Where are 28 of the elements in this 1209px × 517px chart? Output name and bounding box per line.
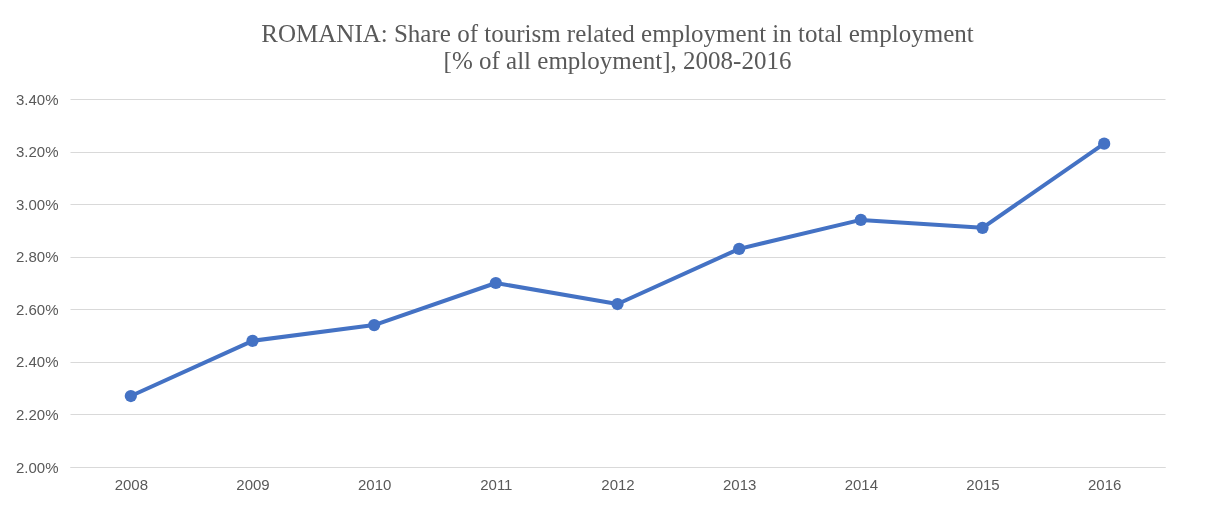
y-tick-label: 3.00% [15,195,59,213]
text: [% of all employment], 2008-2016 [443,47,792,74]
y-tick-label: 2.00% [15,458,59,476]
point [246,334,259,347]
x-tick-label: 2015 [966,475,1000,493]
y-tick-label: 3.20% [15,143,59,161]
point [733,242,746,255]
point [611,297,624,311]
y-tick-label: 2.20% [15,405,59,423]
point [489,276,502,290]
x-tick-label: 2012 [601,475,635,493]
point [124,389,137,403]
x-tick-label: 2011 [480,475,513,493]
y-tick-label: 2.60% [15,300,59,318]
x-tick-label: 2013 [722,475,757,493]
point [1098,137,1111,150]
x-tick-label: 2014 [844,475,879,493]
y-tick-label: 3.40% [15,90,59,108]
point [854,213,867,227]
y-tick-label: 2.80% [15,248,59,266]
x-tick-label: 2016 [1087,475,1122,493]
point [976,221,989,234]
y-tick-label: 2.40% [15,353,59,371]
text: ROMANIA: Share of tourism related employment in total employment [261,20,974,47]
x-tick-label: 2009 [236,475,270,493]
x-tick-label: 2008 [114,475,149,493]
point [368,318,381,332]
x-tick-label: 2010 [357,475,392,493]
